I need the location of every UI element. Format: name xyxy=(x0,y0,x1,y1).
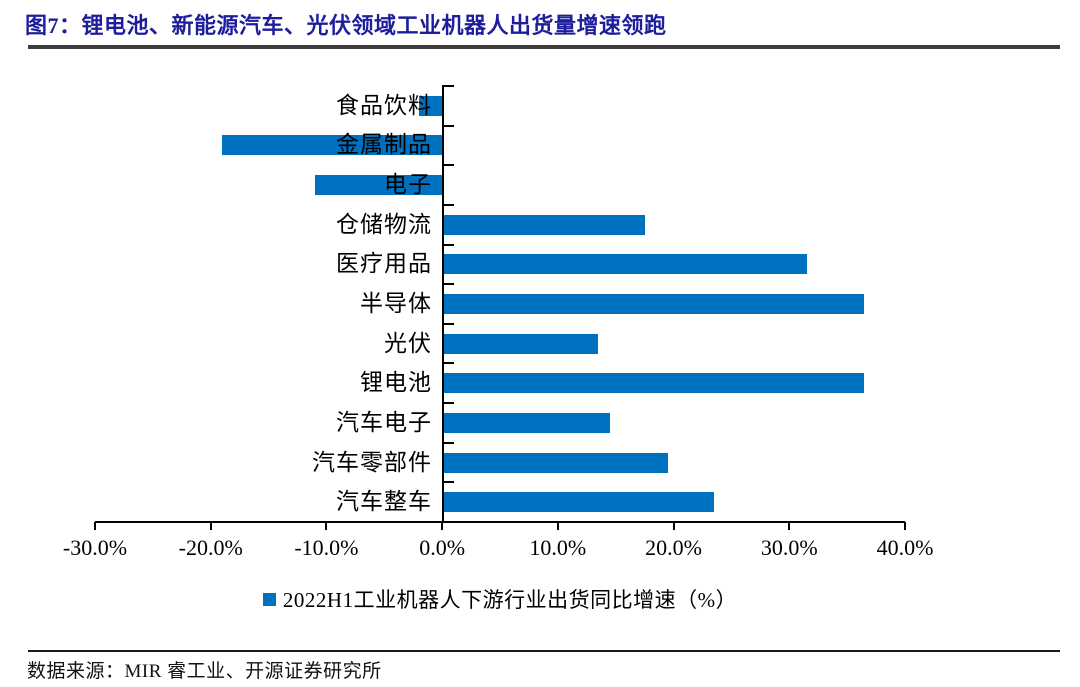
x-axis xyxy=(95,521,905,523)
x-tick-label: -20.0% xyxy=(178,535,243,560)
x-tick-label: -30.0% xyxy=(62,535,128,560)
x-axis-tick xyxy=(904,522,906,530)
y-axis-tick xyxy=(442,441,454,444)
legend: 2022H1工业机器人下游行业出货同比增速（%） xyxy=(95,584,905,614)
bar xyxy=(442,333,599,354)
source-divider xyxy=(28,650,1060,652)
figure-title: 图7：锂电池、新能源汽车、光伏领域工业机器人出货量增速领跑 xyxy=(25,13,667,38)
x-tick-label: 30.0% xyxy=(760,535,818,560)
x-tick-label: -10.0% xyxy=(294,535,359,560)
y-axis-tick xyxy=(442,243,454,246)
bar xyxy=(442,254,807,275)
bar xyxy=(442,214,645,235)
category-label: 汽车整车 xyxy=(336,489,432,515)
x-tick-label: 20.0% xyxy=(645,535,702,560)
x-axis-tick xyxy=(94,522,96,530)
x-axis-tick xyxy=(556,522,559,530)
y-axis-tick xyxy=(442,481,454,484)
category-label: 仓储物流 xyxy=(336,211,432,237)
bar xyxy=(442,412,610,433)
y-axis xyxy=(442,86,444,522)
legend-label: 2022H1工业机器人下游行业出货同比增速（%） xyxy=(282,588,738,612)
x-tick-label: 10.0% xyxy=(529,535,587,560)
y-axis-tick xyxy=(442,521,454,523)
y-axis-tick xyxy=(442,402,454,405)
category-label: 金属制品 xyxy=(336,132,432,158)
legend-swatch-icon xyxy=(262,592,276,606)
category-label: 电子 xyxy=(384,172,432,198)
y-axis-tick xyxy=(442,164,454,167)
category-label: 汽车电子 xyxy=(336,409,432,435)
bar xyxy=(442,492,714,513)
bar xyxy=(442,373,865,394)
y-axis-tick xyxy=(442,283,454,286)
bar xyxy=(222,135,442,156)
bar xyxy=(418,95,442,116)
x-axis-tick xyxy=(672,522,675,530)
category-label: 食品饮料 xyxy=(336,92,432,118)
title-divider xyxy=(28,45,1060,49)
y-axis-tick xyxy=(442,124,454,127)
bar xyxy=(314,175,442,196)
y-axis-tick xyxy=(442,203,454,206)
bar xyxy=(442,294,865,314)
x-axis-tick xyxy=(441,522,444,530)
bar xyxy=(442,452,668,473)
data-source: 数据来源：MIR 睿工业、开源证券研究所 xyxy=(27,661,382,682)
x-axis-tick xyxy=(325,522,328,530)
category-label: 汽车零部件 xyxy=(312,449,432,475)
x-tick-label: 0.0% xyxy=(419,535,466,560)
category-label: 半导体 xyxy=(360,291,432,316)
category-label: 光伏 xyxy=(384,330,432,356)
x-axis-tick xyxy=(209,522,212,530)
y-axis-tick xyxy=(442,362,454,365)
category-label: 医疗用品 xyxy=(336,251,432,277)
y-axis-tick xyxy=(442,322,454,325)
x-tick-label: 40.0% xyxy=(876,535,934,560)
category-label: 锂电池 xyxy=(360,370,432,396)
y-axis-tick xyxy=(442,85,454,87)
x-axis-tick xyxy=(788,522,791,530)
